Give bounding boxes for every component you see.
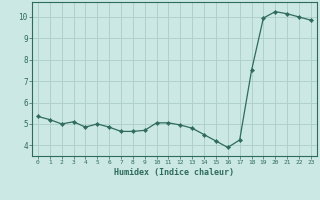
- X-axis label: Humidex (Indice chaleur): Humidex (Indice chaleur): [115, 168, 234, 177]
